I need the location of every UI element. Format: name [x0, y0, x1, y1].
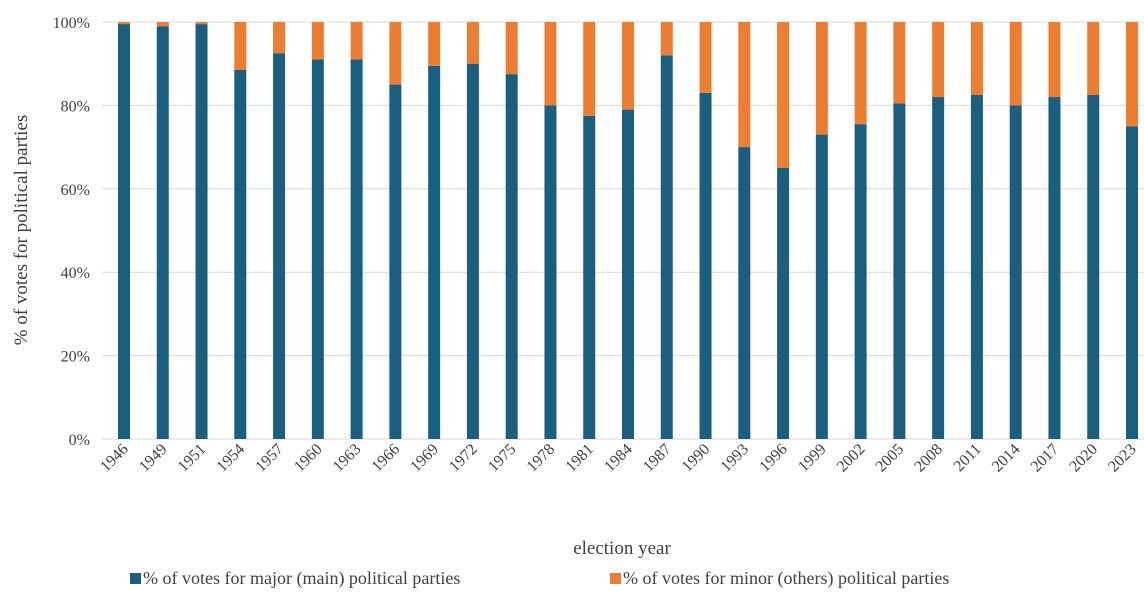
bar-major-1951 — [195, 24, 208, 440]
y-tick-label: 0% — [69, 432, 90, 449]
bar-minor-1978 — [544, 22, 557, 106]
x-tick-label: 1978 — [524, 441, 559, 476]
bar-major-1949 — [156, 26, 169, 439]
y-axis-title: % of votes for political parties — [11, 115, 32, 346]
bar-minor-2023 — [1126, 22, 1138, 127]
bar-major-2008 — [932, 97, 945, 439]
bar-major-1960 — [311, 59, 324, 439]
bar-major-1946 — [118, 24, 130, 440]
bar-major-1978 — [544, 105, 557, 440]
x-tick-labels: 1946 1949 1951 1954 1957 1960 1963 1966 1969 1972… — [97, 441, 1140, 476]
legend-swatch-minor — [610, 573, 621, 584]
x-tick-label: 1993 — [717, 441, 752, 476]
bar-major-2005 — [893, 103, 906, 439]
bar-minor-2008 — [932, 22, 945, 98]
x-tick-label: 1990 — [679, 441, 714, 476]
x-tick-label: 1951 — [175, 441, 210, 476]
bar-major-2023 — [1126, 126, 1138, 439]
bar-major-1996 — [777, 167, 790, 439]
bar-minor-1984 — [622, 22, 634, 110]
bar-minor-2020 — [1087, 22, 1100, 95]
bar-minor-1981 — [583, 22, 596, 116]
legend-label-minor: % of votes for minor (others) political … — [623, 568, 949, 589]
x-tick-label: 1969 — [407, 441, 442, 476]
x-tick-label: 1963 — [330, 441, 365, 476]
bar-minor-1987 — [660, 22, 673, 56]
x-tick-label: 2011 — [951, 441, 985, 475]
x-tick-label: 2020 — [1066, 441, 1101, 476]
legend: % of votes for major (main) political pa… — [130, 568, 949, 589]
bar-minor-1949 — [156, 22, 169, 27]
bar-minor-1960 — [311, 22, 324, 60]
bar-minor-2014 — [1009, 22, 1022, 106]
x-tick-label: 2008 — [911, 441, 946, 476]
bar-minor-2017 — [1048, 22, 1061, 98]
bar-minor-1975 — [505, 22, 518, 75]
y-tick-label: 20% — [61, 349, 90, 366]
bar-minor-1990 — [699, 22, 712, 93]
x-tick-label: 1975 — [485, 441, 520, 476]
bar-minor-1966 — [389, 22, 402, 85]
bar-major-2014 — [1009, 105, 1022, 440]
x-tick-label: 1946 — [97, 441, 132, 476]
y-tick-label: 80% — [61, 98, 90, 115]
x-tick-label: 1981 — [562, 441, 597, 476]
x-tick-label: 1999 — [795, 441, 830, 476]
y-tick-label: 100% — [53, 15, 90, 32]
x-tick-label: 1949 — [136, 441, 171, 476]
bar-minor-1972 — [466, 22, 479, 64]
x-tick-label: 2002 — [834, 441, 869, 476]
bar-minor-2002 — [854, 22, 867, 125]
bar-major-1990 — [699, 92, 712, 439]
bar-minor-2011 — [970, 22, 983, 95]
bar-major-1954 — [234, 69, 247, 439]
bar-minor-1996 — [777, 22, 790, 168]
x-tick-label: 1987 — [640, 441, 675, 476]
bar-major-1963 — [350, 59, 363, 439]
bars — [118, 22, 1138, 440]
y-tick-label: 40% — [61, 265, 90, 282]
legend-label-major: % of votes for major (main) political pa… — [143, 568, 460, 589]
x-tick-label: 1966 — [369, 441, 404, 476]
bar-minor-1969 — [428, 22, 441, 66]
bar-major-1999 — [815, 134, 828, 439]
x-axis-title: election year — [573, 538, 671, 559]
bar-major-1972 — [466, 63, 479, 439]
bar-major-2020 — [1087, 94, 1100, 439]
bar-minor-1954 — [234, 22, 247, 70]
x-tick-label: 1954 — [213, 441, 248, 476]
bar-major-2017 — [1048, 97, 1061, 439]
y-tick-label: 60% — [61, 182, 90, 199]
bar-minor-1999 — [815, 22, 828, 135]
bar-major-1987 — [660, 55, 673, 440]
bar-minor-1951 — [195, 22, 208, 25]
bar-major-1969 — [428, 65, 441, 439]
x-tick-label: 2023 — [1105, 441, 1140, 476]
legend-swatch-major — [130, 573, 141, 584]
bar-major-1957 — [273, 53, 286, 440]
bar-major-2011 — [970, 94, 983, 439]
x-tick-label: 1996 — [756, 441, 791, 476]
bar-major-1966 — [389, 84, 402, 440]
x-tick-label: 2005 — [873, 441, 908, 476]
x-tick-label: 1957 — [252, 441, 287, 476]
bar-major-1993 — [738, 147, 751, 439]
bar-minor-1957 — [273, 22, 286, 54]
y-tick-labels: 0% 20% 40% 60% 80% 100% — [53, 15, 90, 449]
x-tick-label: 1972 — [446, 441, 481, 476]
bar-minor-1946 — [118, 22, 130, 25]
bar-minor-1993 — [738, 22, 751, 148]
x-tick-label: 1984 — [601, 441, 636, 476]
bar-major-1981 — [583, 115, 596, 439]
bar-minor-2005 — [893, 22, 906, 104]
x-tick-label: 1960 — [291, 441, 326, 476]
bar-major-1975 — [505, 74, 518, 439]
bar-major-1984 — [622, 109, 634, 439]
bar-major-2002 — [854, 124, 867, 439]
bar-minor-1963 — [350, 22, 363, 60]
x-tick-label: 2017 — [1028, 441, 1063, 476]
x-tick-label: 2014 — [989, 441, 1024, 476]
